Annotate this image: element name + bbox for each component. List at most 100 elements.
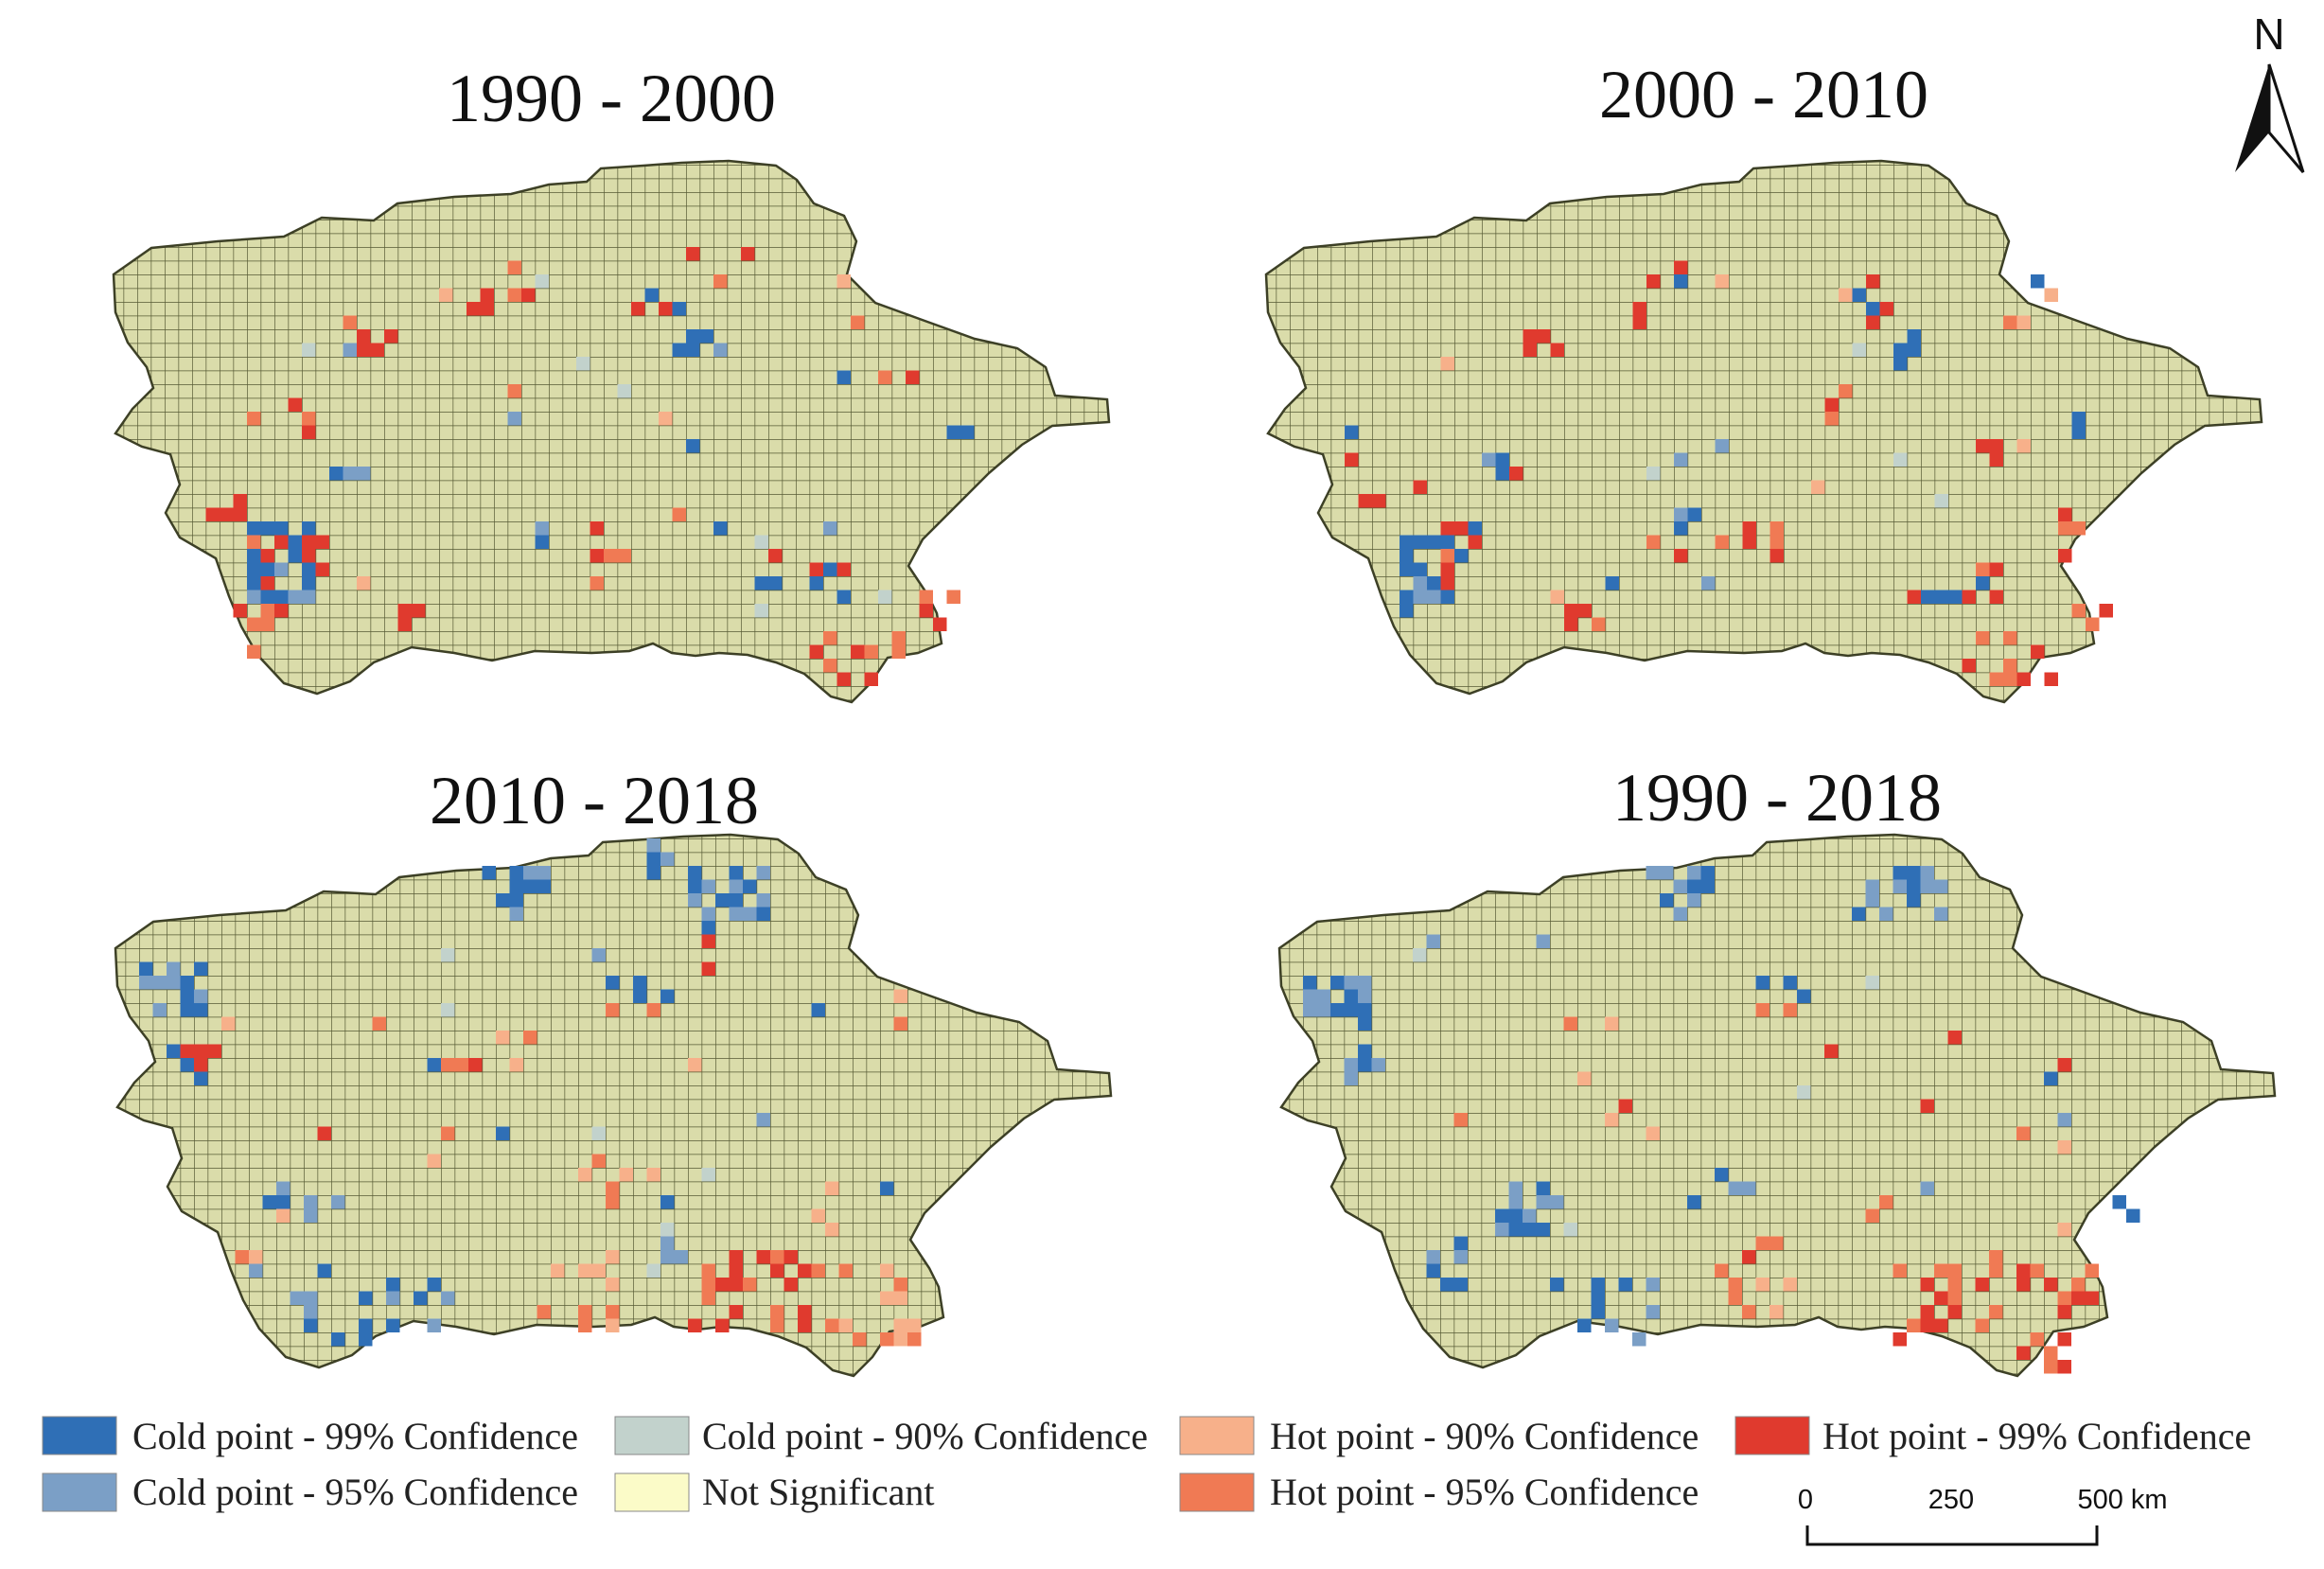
hotspot-cell [1426,1263,1440,1278]
hotspot-cell [302,521,316,536]
hotspot-cell [591,948,606,962]
hotspot-cell [1742,1305,1756,1319]
hotspot-cell [1989,452,2003,467]
hotspot-cell [633,976,647,990]
hotspot-cell [260,617,274,631]
hotspot-cell [384,329,398,344]
hotspot-cell [672,343,686,357]
hotspot-cell [756,866,770,880]
hotspot-cell [302,412,316,426]
hotspot-cell [1674,549,1688,563]
hotspot-cell [1687,879,1701,893]
hotspot-cell [1907,866,1921,880]
hotspot-cell [357,576,371,591]
hotspot-cell [836,274,851,289]
hotspot-cell [798,1318,812,1332]
hotspot-cell [1728,1278,1742,1292]
hotspot-cell [207,1044,221,1058]
hotspot-cell [288,397,302,412]
hotspot-cell [1660,893,1674,908]
hotspot-cell [304,1195,318,1209]
hotspot-cell [1907,590,1921,604]
hotspot-cell [809,576,823,591]
hotspot-cell [606,976,620,990]
hotspot-cell [1920,1181,1934,1195]
hotspot-cell [2058,549,2072,563]
hotspot-cell [1989,562,2003,576]
hotspot-cell [1632,302,1646,316]
hotspot-cell [701,907,715,921]
hotspot-cell [249,1263,263,1278]
hotspot-cell [1934,907,1948,921]
hotspot-cell [660,1236,675,1250]
hotspot-cell [537,879,551,893]
hotspot-cell [359,1318,373,1332]
hotspot-cell [233,494,247,508]
svg-text:Hot point - 99% Confidence: Hot point - 99% Confidence [1822,1415,2251,1457]
hotspot-cell [304,1318,318,1332]
hotspot-cell [907,1332,922,1347]
hotspot-cell [768,576,783,591]
hotspot-cell [686,343,700,357]
hotspot-cell [688,1058,702,1072]
hotspot-cell [1715,439,1729,453]
hotspot-cell [496,893,510,908]
hotspot-cell [315,562,329,576]
hotspot-cell [1920,1318,1934,1332]
hotspot-cell [276,1181,290,1195]
hotspot-cell [851,644,865,659]
hotspot-cell [1468,535,1482,549]
hotspot-cell [1646,866,1660,880]
hotspot-cell [1453,1250,1468,1264]
hotspot-cell [646,1168,660,1182]
hotspot-cell [2044,1346,2058,1360]
hotspot-cell [260,549,274,563]
hotspot-cell [1701,576,1716,591]
hotspot-cell [864,672,878,686]
hotspot-cell [2085,1263,2099,1278]
hotspot-cell [756,1250,770,1264]
region-grid [1264,159,2263,704]
region-grid [1277,833,2277,1378]
hotspot-cell [606,1181,620,1195]
hotspot-cell [1345,425,1359,439]
hotspot-cell [590,521,604,536]
hotspot-cell [606,1318,620,1332]
hotspot-cell [646,1263,660,1278]
hotspot-cell [1907,1318,1921,1332]
hotspot-cell [1453,1113,1468,1127]
hotspot-cell [1440,549,1454,563]
hotspot-cell [1989,590,2003,604]
hotspot-cell [688,879,702,893]
hotspot-cell [1440,521,1454,536]
hotspot-cell [1577,1071,1592,1085]
hotspot-cell [619,1168,633,1182]
hotspot-cell [357,343,371,357]
hotspot-cell [688,866,702,880]
hotspot-cell [1426,1250,1440,1264]
hotspot-cell [260,590,274,604]
map-panel-1990-2018: 1990 - 2018 [1277,760,2277,1378]
hotspot-cell [139,961,153,976]
hotspot-cell [729,907,743,921]
hotspot-cell [1769,549,1784,563]
hotspot-cell [2057,1291,2071,1305]
hotspot-cell [783,1278,798,1292]
hotspot-cell [220,507,234,521]
hotspot-cell [713,343,728,357]
hotspot-cell [880,1291,894,1305]
hotspot-cell [1536,1223,1550,1237]
hotspot-cell [1893,1332,1907,1347]
map-panel-2010-2018: 2010 - 2018 [114,763,1113,1378]
hotspot-cell [756,1113,770,1127]
hotspot-cell [893,989,907,1003]
hotspot-cell [688,893,702,908]
hotspot-cell [1797,989,1811,1003]
hotspot-cell [1976,576,1990,591]
hotspot-cell [2071,604,2086,618]
hotspot-cell [1976,631,1990,645]
hotspot-cell [302,576,316,591]
hotspot-cell [1400,590,1414,604]
hotspot-cell [535,535,549,549]
hotspot-cell [1523,1208,1537,1223]
